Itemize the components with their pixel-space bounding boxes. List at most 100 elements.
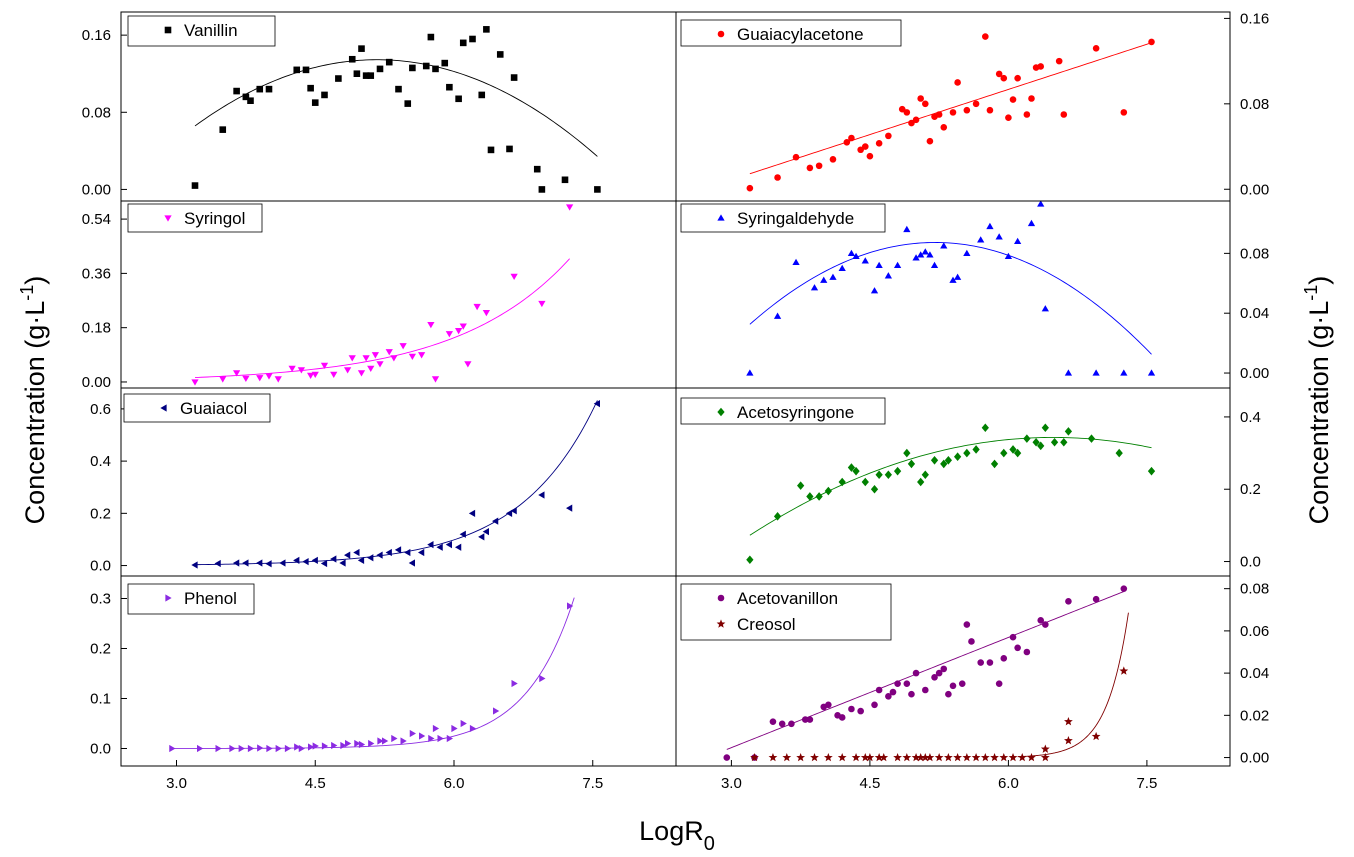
data-point (409, 64, 416, 72)
data-point (1000, 74, 1008, 82)
data-point (358, 740, 366, 749)
data-point (191, 561, 198, 569)
data-point (302, 66, 310, 74)
data-point (257, 744, 264, 752)
data-point (395, 85, 402, 93)
data-point (866, 152, 874, 160)
data-point (348, 55, 356, 63)
data-point (307, 743, 315, 751)
data-point (1092, 595, 1100, 603)
legend-marker (716, 619, 726, 628)
data-point (847, 249, 856, 256)
data-point (860, 752, 870, 762)
x-tick-label: 3.0 (721, 775, 742, 792)
y-tick-label: 0.04 (1240, 665, 1269, 682)
data-point (367, 72, 375, 79)
y-tick-label: 0.0 (90, 558, 111, 575)
data-point (385, 58, 393, 66)
data-point (1092, 369, 1100, 376)
legend: Syringaldehyde (680, 203, 886, 233)
data-point (837, 752, 847, 762)
data-point (930, 456, 939, 465)
data-point (417, 352, 426, 359)
data-point (949, 109, 957, 116)
legend-box (680, 203, 886, 233)
data-point (1037, 200, 1045, 207)
data-point (340, 741, 347, 750)
data-point (990, 752, 999, 762)
data-point (428, 734, 435, 743)
data-point (810, 284, 819, 291)
data-point (1037, 63, 1045, 70)
data-point (861, 143, 869, 150)
data-point (806, 164, 814, 172)
data-point (376, 551, 383, 559)
x-tick-label: 4.5 (859, 775, 880, 792)
data-point (311, 99, 319, 106)
data-point (903, 225, 911, 233)
data-point (265, 373, 273, 380)
y-tick-label: 0.08 (1240, 581, 1269, 598)
legend-box (680, 397, 886, 425)
data-point (445, 541, 453, 549)
data-point (464, 361, 472, 368)
legend-box (680, 19, 902, 47)
data-point (1087, 434, 1096, 443)
data-point (884, 470, 892, 480)
data-point (191, 379, 199, 386)
data-point (926, 137, 934, 145)
data-point (539, 674, 546, 683)
y-tick-label: 0.4 (90, 453, 111, 470)
data-point (358, 45, 365, 52)
data-point (408, 353, 417, 360)
data-point (1037, 441, 1045, 451)
data-point (861, 257, 869, 264)
data-point (823, 752, 833, 762)
data-point (339, 559, 346, 567)
legend: Acetovanillon Creosol (680, 583, 892, 641)
legend-label: Guaiacylacetone (737, 25, 864, 44)
data-point (196, 744, 204, 753)
y-tick-label: 0.08 (82, 104, 111, 121)
y-tick-label: 0.3 (90, 591, 111, 608)
legend-box (680, 583, 892, 641)
data-point (311, 556, 318, 564)
data-point (792, 258, 800, 265)
y-tick-label: 0.36 (82, 265, 111, 282)
y-tick-label: 0.6 (90, 401, 111, 418)
data-point (982, 33, 989, 40)
data-point (409, 729, 417, 738)
data-point (404, 548, 411, 557)
data-point (1041, 423, 1049, 433)
data-point (321, 742, 329, 750)
data-point (874, 752, 884, 762)
data-point (912, 669, 920, 677)
legend-marker (717, 214, 725, 221)
data-point (1014, 644, 1021, 652)
data-point (306, 372, 315, 379)
data-point (510, 507, 517, 515)
data-point (1028, 95, 1035, 102)
y-tick-label: 0.1 (90, 691, 111, 708)
data-point (455, 95, 462, 103)
data-point (279, 559, 286, 567)
data-point (473, 303, 481, 311)
data-point (1023, 434, 1031, 443)
data-point (980, 752, 990, 762)
data-point (229, 744, 236, 753)
data-point (566, 602, 574, 610)
data-point (934, 752, 944, 762)
data-point (990, 459, 999, 469)
data-point (1014, 237, 1022, 245)
data-point (852, 466, 860, 476)
data-point (912, 254, 920, 261)
panels-layer: 0.00 0.08 0.16 Vanillin 0.00 0.08 0.16 Guaiacyl… (82, 10, 1269, 766)
series-syringol (191, 204, 574, 386)
data-point (926, 251, 934, 258)
data-point (879, 752, 889, 762)
data-point (214, 559, 221, 568)
data-point (353, 548, 360, 557)
data-point (870, 287, 879, 294)
data-point (943, 752, 953, 762)
data-point (538, 186, 546, 193)
